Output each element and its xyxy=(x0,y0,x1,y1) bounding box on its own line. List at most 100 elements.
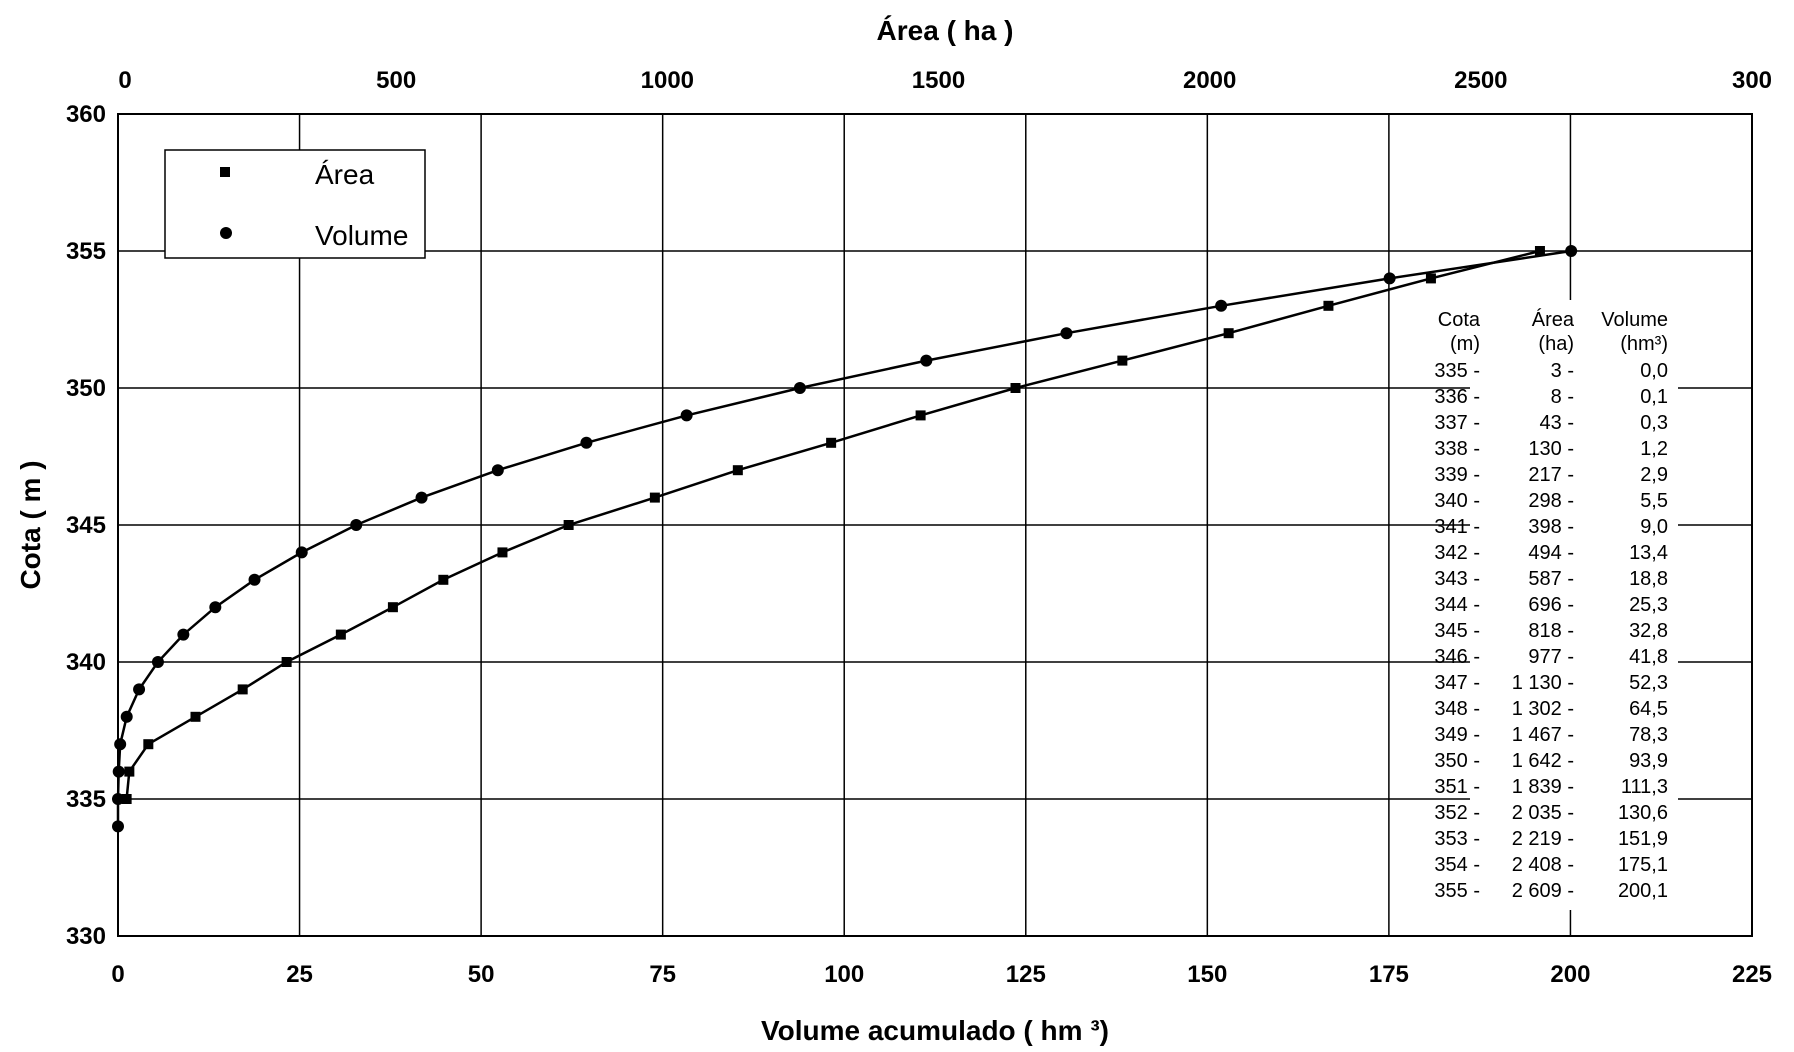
area-point-marker xyxy=(563,520,574,530)
table-cell: 151,9 xyxy=(1618,828,1668,850)
table-cell: 587 - xyxy=(1528,568,1574,590)
area-point-marker xyxy=(826,437,837,448)
table-cell: 41,8 xyxy=(1629,646,1668,668)
table-cell: 1 130 - xyxy=(1512,672,1574,694)
table-header: Área xyxy=(1532,308,1575,331)
volume-series-line xyxy=(116,249,1572,827)
area-point-marker xyxy=(281,657,292,667)
area-point-marker xyxy=(124,766,135,777)
table-cell: 977 - xyxy=(1528,646,1574,668)
table-background xyxy=(1470,300,1678,910)
table-cell: 696 - xyxy=(1528,594,1574,616)
legend-marker-area xyxy=(220,167,230,177)
table-subheader: (ha) xyxy=(1538,333,1574,355)
volume-point-marker xyxy=(133,683,146,696)
x-tick-label: 100 xyxy=(824,961,864,988)
table-cell: 13,4 xyxy=(1629,542,1668,564)
table-cell: 351 - xyxy=(1434,776,1480,798)
area-point-marker xyxy=(1323,300,1334,311)
x-tick-label: 200 xyxy=(1550,961,1590,988)
volume-point-marker xyxy=(151,656,164,668)
table-cell: 344 - xyxy=(1434,594,1480,616)
y-tick-label: 355 xyxy=(66,238,106,265)
table-cell: 349 - xyxy=(1434,724,1480,746)
table-cell: 1 839 - xyxy=(1512,776,1574,798)
table-header: Volume xyxy=(1601,309,1668,331)
volume-point-marker xyxy=(793,382,806,394)
volume-point-marker xyxy=(248,573,261,586)
table-cell: 2 408 - xyxy=(1512,854,1574,876)
top-axis-title: Área ( ha ) xyxy=(877,15,1014,46)
legend-label-volume: Volume xyxy=(315,220,408,251)
table-cell: 1 642 - xyxy=(1512,750,1574,772)
volume-point-marker xyxy=(114,738,127,751)
y-tick-label: 335 xyxy=(66,786,106,813)
area-point-marker xyxy=(1010,383,1021,393)
area-point-marker xyxy=(143,739,154,750)
x-tick-label: 0 xyxy=(111,961,124,988)
volume-point-marker xyxy=(1215,299,1228,312)
area-point-marker xyxy=(438,574,449,585)
volume-point-marker xyxy=(350,519,363,531)
table-cell: 2 219 - xyxy=(1512,828,1574,850)
area-point-marker xyxy=(915,410,926,421)
y-tick-label: 330 xyxy=(66,923,106,950)
table-cell: 25,3 xyxy=(1629,594,1668,616)
area-point-marker xyxy=(1425,273,1436,284)
area-point-marker xyxy=(1534,246,1545,256)
legend: Área Volume xyxy=(164,149,426,259)
volume-point-marker xyxy=(1565,245,1578,257)
table-cell: 1,2 xyxy=(1640,438,1668,460)
y-tick-label: 345 xyxy=(66,512,106,539)
table-cell: 1 302 - xyxy=(1512,698,1574,720)
table-cell: 298 - xyxy=(1528,490,1574,512)
table-header: Cota xyxy=(1438,309,1481,331)
y-tick-label: 340 xyxy=(66,649,106,676)
area-point-marker xyxy=(649,492,660,503)
data-table: Cota Área Volume (m) (ha) (hm³) 335 - 3 - 0,0 336… xyxy=(1434,300,1678,910)
table-cell: 8 - xyxy=(1551,386,1574,408)
plot-frame xyxy=(117,113,1753,937)
table-cell: 818 - xyxy=(1528,620,1574,642)
y-tick-label: 360 xyxy=(66,101,106,128)
volume-point-marker xyxy=(580,436,593,449)
volume-point-marker xyxy=(112,820,124,833)
volume-point-marker xyxy=(415,491,428,504)
x-tick-label: 175 xyxy=(1369,961,1409,988)
table-cell: 337 - xyxy=(1434,412,1480,434)
table-cell: 347 - xyxy=(1434,672,1480,694)
series-markers xyxy=(112,245,1578,833)
top-tick-label: 2000 xyxy=(1183,67,1236,94)
table-cell: 338 - xyxy=(1434,438,1480,460)
table-cell: 0,3 xyxy=(1640,412,1668,434)
legend-marker-volume xyxy=(220,227,232,239)
table-cell: 354 - xyxy=(1434,854,1480,876)
legend-box xyxy=(164,149,426,259)
table-cell: 339 - xyxy=(1434,464,1480,486)
top-tick-label: 1500 xyxy=(912,67,965,94)
table-cell: 0,0 xyxy=(1640,360,1668,382)
volume-point-marker xyxy=(1383,272,1396,285)
y-tick-label: 350 xyxy=(66,375,106,402)
table-cell: 343 - xyxy=(1434,568,1480,590)
volume-point-marker xyxy=(1060,327,1073,340)
x-tick-label: 50 xyxy=(468,961,495,988)
top-tick-label: 500 xyxy=(376,67,416,94)
x-tick-label: 25 xyxy=(286,961,313,988)
table-cell: 9,0 xyxy=(1640,516,1668,538)
area-point-marker xyxy=(1223,328,1234,339)
x-tick-label: 75 xyxy=(649,961,676,988)
y-axis-title: Cota ( m ) xyxy=(15,460,46,589)
table-cell: 355 - xyxy=(1434,880,1480,902)
table-cell: 1 467 - xyxy=(1512,724,1574,746)
x-axis-title: Volume acumulado ( hm ³) xyxy=(761,1015,1109,1046)
table-cell: 93,9 xyxy=(1629,750,1668,772)
x-tick-label: 150 xyxy=(1187,961,1227,988)
volume-point-marker xyxy=(177,628,190,641)
table-cell: 2 609 - xyxy=(1512,880,1574,902)
area-point-marker xyxy=(732,465,743,476)
table-cell: 342 - xyxy=(1434,542,1480,564)
table-cell: 0,1 xyxy=(1640,386,1668,408)
top-tick-label: 0 xyxy=(118,67,131,94)
volume-point-marker xyxy=(120,710,133,723)
